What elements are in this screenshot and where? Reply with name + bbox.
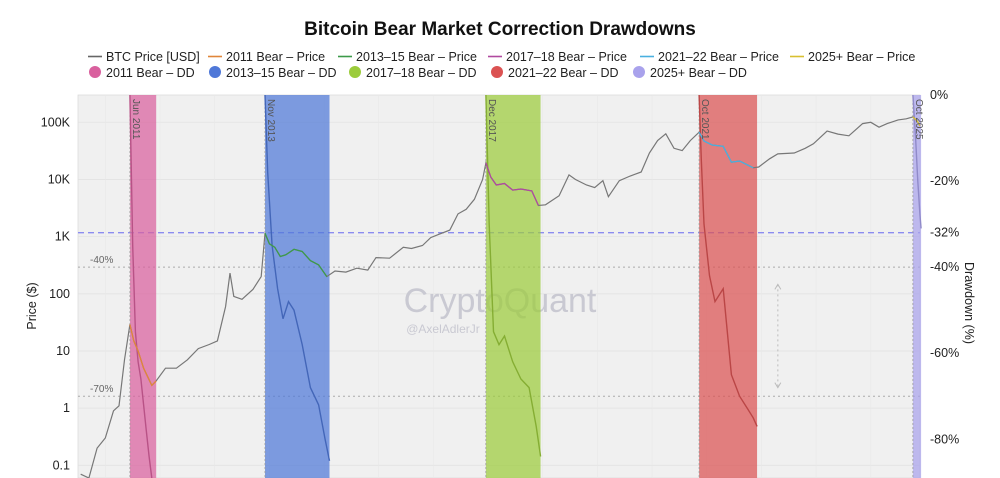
drawdown-tick-32: -32% bbox=[930, 226, 959, 240]
period-label-oct-2025: Oct 2025 bbox=[913, 99, 924, 140]
legend-item-2025-bear-price: 2025+ Bear – Price bbox=[808, 50, 915, 64]
price-line-2013-15-bear bbox=[264, 232, 328, 277]
price-tick-0-1: 0.1 bbox=[53, 458, 70, 472]
band-2013-15-bear bbox=[264, 95, 330, 478]
legend-item-2011-bear-price: 2011 Bear – Price bbox=[226, 50, 325, 64]
legend-item-btc-price-usd: BTC Price [USD] bbox=[106, 50, 200, 64]
dd-line-2021-22-bear-dd bbox=[698, 94, 758, 427]
price-line-2021-22-bear bbox=[698, 131, 754, 169]
legend-swatch-2011-bear-dd bbox=[89, 66, 101, 78]
annotations bbox=[774, 283, 782, 389]
annotation-arrow-head-top bbox=[774, 283, 782, 290]
price-axis-ticks: 0.1 1 10 100 1K 10K 100K bbox=[41, 115, 71, 472]
period-label-dec-2017: Dec 2017 bbox=[486, 99, 497, 142]
legend-swatch-2017-18-bear-dd bbox=[349, 66, 361, 78]
period-label-jun-2011: Jun 2011 bbox=[130, 99, 141, 140]
dd-line-2013-15-bear-dd bbox=[264, 94, 331, 461]
legend-item-2013-15-bear-dd: 2013–15 Bear – DD bbox=[226, 66, 337, 80]
price-line-btc bbox=[80, 116, 921, 478]
period-label-oct-2021: Oct 2021 bbox=[699, 99, 710, 140]
price-tick-100: 100 bbox=[49, 287, 70, 301]
legend-swatch-2013-15-bear-dd bbox=[209, 66, 221, 78]
legend-item-2021-22-bear-price: 2021–22 Bear – Price bbox=[658, 50, 779, 64]
price-tick-100k: 100K bbox=[41, 115, 71, 129]
legend-item-2021-22-bear-dd: 2021–22 Bear – DD bbox=[508, 66, 619, 80]
price-tick-1: 1 bbox=[63, 401, 70, 415]
period-label-nov-2013: Nov 2013 bbox=[265, 99, 276, 142]
drawdown-axis-ticks: 0% -20% -32% -40% -60% -80% bbox=[930, 88, 959, 446]
dd-line-2025-bear-dd bbox=[912, 94, 922, 229]
price-axis-label: Price ($) bbox=[25, 282, 39, 329]
drawdown-axis-label: Drawdown (%) bbox=[962, 262, 976, 344]
price-tick-10: 10 bbox=[56, 344, 70, 358]
price-line-2011-bear bbox=[129, 324, 157, 387]
dd-line-2017-18-bear-dd bbox=[485, 94, 542, 457]
price-tick-1k: 1K bbox=[55, 230, 71, 244]
drawdown-bands bbox=[129, 94, 922, 478]
legend-item-2011-bear-dd: 2011 Bear – DD bbox=[106, 66, 195, 80]
legend-item-2013-15-bear-price: 2013–15 Bear – Price bbox=[356, 50, 477, 64]
drawdown-tick-80: -80% bbox=[930, 432, 959, 446]
band-2017-18-bear bbox=[485, 95, 541, 478]
chart-legend: BTC Price [USD] 2011 Bear – Price 2013–15 … bbox=[88, 50, 915, 80]
period-labels: Jun 2011 Nov 2013 Dec 2017 Oct 2021 Oct 2025 bbox=[130, 99, 924, 142]
ref-line-label-70: -70% bbox=[90, 384, 113, 395]
annotation-arrow-head-bottom bbox=[774, 382, 782, 389]
drawdown-tick-20: -20% bbox=[930, 174, 959, 188]
watermark-handle: @AxelAdlerJr bbox=[406, 322, 480, 336]
band-2021-22-bear bbox=[699, 95, 758, 478]
legend-swatch-2021-22-bear-dd bbox=[491, 66, 503, 78]
chart-title: Bitcoin Bear Market Correction Drawdowns bbox=[304, 19, 696, 40]
dd-line-2011-bear-dd bbox=[129, 94, 153, 478]
drawdown-tick-40: -40% bbox=[930, 260, 959, 274]
ref-line-label-40: -40% bbox=[90, 255, 113, 266]
price-line-2017-18-bear bbox=[485, 162, 539, 206]
legend-item-2017-18-bear-dd: 2017–18 Bear – DD bbox=[366, 66, 477, 80]
band-2025-bear bbox=[912, 95, 922, 478]
legend-swatch-2025-bear-dd bbox=[633, 66, 645, 78]
legend-item-2017-18-bear-price: 2017–18 Bear – Price bbox=[506, 50, 627, 64]
legend-item-2025-bear-dd: 2025+ Bear – DD bbox=[650, 66, 747, 80]
drawdown-tick-0: 0% bbox=[930, 88, 948, 102]
price-series bbox=[80, 116, 921, 478]
drawdown-tick-60: -60% bbox=[930, 346, 959, 360]
price-tick-10k: 10K bbox=[48, 172, 71, 186]
price-line-2025-bear bbox=[912, 116, 921, 127]
